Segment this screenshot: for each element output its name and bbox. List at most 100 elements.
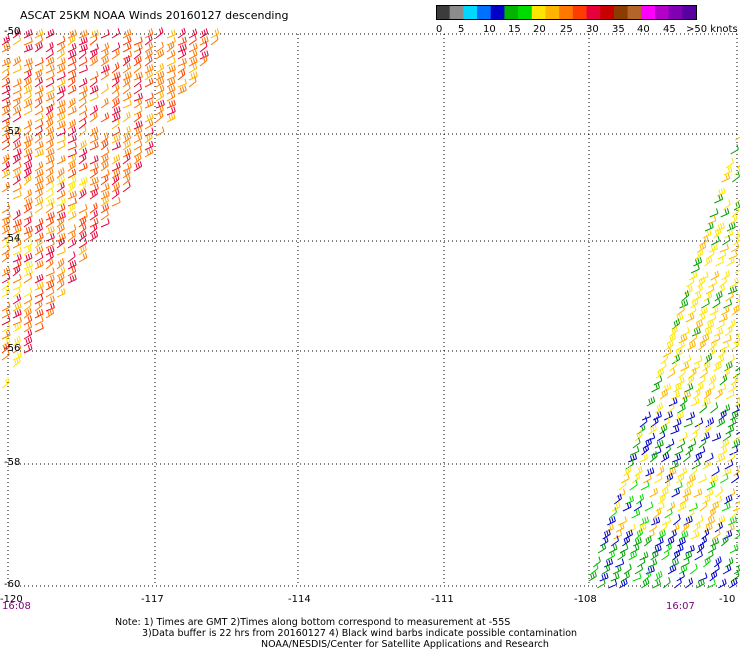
lat-label-58: -58	[4, 457, 21, 468]
wind-barb	[34, 28, 44, 39]
wind-barb	[67, 160, 76, 172]
wind-barb	[1, 118, 11, 130]
wind-barb	[1, 35, 11, 46]
wind-barb	[671, 390, 681, 400]
wind-barb	[100, 209, 109, 221]
wind-barb	[45, 92, 55, 102]
wind-barb	[713, 227, 722, 239]
wind-barb	[45, 287, 55, 298]
wind-barb	[100, 147, 110, 158]
wind-barb	[45, 41, 54, 53]
wind-barb	[188, 71, 198, 81]
wind-barb	[730, 507, 739, 519]
wind-barb	[687, 305, 697, 316]
wind-barb	[199, 50, 209, 60]
wind-barb	[1, 279, 10, 291]
wind-barb	[716, 453, 726, 463]
wind-barb	[701, 298, 710, 309]
wind-barb	[648, 424, 657, 435]
wind-barb	[111, 118, 120, 130]
wind-barb	[690, 297, 699, 309]
wind-barb	[12, 27, 21, 39]
wind-barb	[177, 49, 187, 60]
legend-label: 15	[508, 24, 521, 35]
wind-barb	[111, 42, 121, 53]
wind-barb	[78, 97, 87, 109]
wind-barb	[588, 571, 597, 582]
wind-barb	[731, 206, 740, 218]
wind-barb	[210, 28, 220, 39]
wind-barb	[722, 564, 732, 575]
wind-barb	[711, 466, 720, 477]
wind-barb	[111, 134, 121, 144]
wind-barb	[716, 417, 726, 428]
wind-barb	[12, 161, 22, 172]
wind-barb	[100, 183, 110, 193]
wind-barb	[617, 549, 626, 561]
wind-barb	[672, 514, 681, 526]
wind-barb	[23, 307, 32, 319]
wind-barb	[683, 418, 693, 428]
wind-barb	[677, 403, 686, 414]
wind-barb	[166, 77, 176, 88]
wind-barb	[737, 494, 740, 498]
wind-barb	[12, 55, 21, 67]
wind-barb	[155, 91, 165, 102]
wind-barb	[666, 368, 676, 379]
wind-barb	[78, 230, 87, 242]
wind-barb	[692, 521, 701, 533]
wind-barb	[715, 256, 724, 267]
wind-barb	[78, 181, 87, 193]
wind-barb	[56, 140, 66, 151]
wind-barb	[606, 550, 616, 561]
wind-barb	[720, 473, 729, 484]
wind-barb	[597, 543, 607, 554]
lat-label-56: -56	[4, 343, 21, 354]
wind-barb	[45, 211, 55, 221]
wind-barb	[34, 281, 44, 291]
wind-barb	[1, 99, 11, 109]
wind-barb	[601, 564, 611, 575]
wind-barb	[166, 113, 176, 123]
wind-barb	[680, 326, 690, 337]
wind-barb	[655, 536, 664, 547]
wind-barb	[133, 55, 142, 67]
wind-barb	[89, 176, 99, 186]
wind-barb	[689, 332, 698, 344]
wind-barb	[653, 507, 662, 519]
wind-barb	[78, 111, 88, 123]
wind-barb	[122, 62, 131, 74]
wind-barb	[89, 34, 98, 46]
wind-barb	[144, 34, 153, 46]
wind-barb	[697, 374, 706, 386]
wind-barb	[23, 105, 33, 116]
wind-barb	[133, 83, 142, 95]
wind-barb	[45, 139, 54, 151]
wind-barb	[67, 34, 76, 46]
wind-barb	[725, 157, 734, 169]
wind-barb	[23, 267, 33, 277]
wind-barb	[34, 119, 44, 130]
wind-barb	[23, 300, 32, 312]
wind-barb	[705, 284, 715, 295]
wind-barb	[724, 459, 734, 470]
wind-barb	[1, 112, 11, 123]
legend-swatch	[490, 5, 505, 19]
wind-barb	[45, 48, 54, 60]
wind-barb	[706, 480, 716, 491]
wind-barb	[1, 62, 10, 74]
wind-barb	[12, 139, 22, 151]
wind-barb	[646, 396, 656, 407]
wind-barb	[615, 522, 625, 533]
wind-barb	[643, 535, 652, 547]
wind-barb	[56, 266, 66, 277]
wind-barb	[712, 298, 721, 309]
wind-barb	[100, 42, 110, 53]
wind-barb	[23, 119, 33, 130]
wind-barb	[23, 216, 32, 228]
legend-swatch	[477, 5, 492, 19]
wind-barb	[122, 174, 131, 186]
wind-barb	[122, 50, 132, 60]
wind-barb	[12, 148, 22, 158]
wind-barb	[34, 245, 44, 256]
